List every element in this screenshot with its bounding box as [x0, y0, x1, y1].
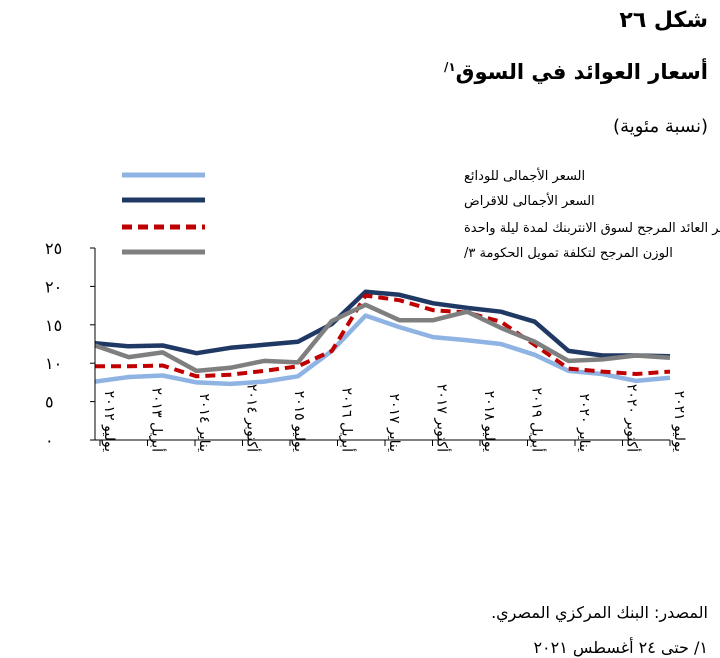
plot-lines: [94, 289, 671, 387]
x-tick-label: أكتوبر ٢٠١٧: [434, 384, 452, 452]
chart-title: أسعار العوائد في السوق١/: [444, 60, 708, 84]
series-line-4: [94, 302, 671, 374]
figure-number: شكل ٢٦: [619, 8, 708, 33]
x-tick-label: أبريل ٢٠١٩: [529, 387, 547, 452]
legend-label-2: السعر الأجمالى للاقراض: [464, 192, 595, 209]
series-line-1: [94, 313, 671, 387]
y-tick-label: ٥: [45, 393, 54, 412]
y-tick-label: ١٠: [45, 354, 62, 373]
footnote: ١/ حتى ٢٤ أغسطس ٢٠٢١: [533, 638, 708, 657]
legend-label-3: سعر العائد المرجح لسوق الانتربنك لمدة لي…: [464, 221, 720, 236]
x-tick-label: يناير ٢٠١٤: [196, 393, 212, 452]
legend-label-4: الوزن المرجح لتكلفة تمويل الحكومة ٣/: [464, 246, 673, 261]
x-tick-label: أبريل ٢٠١٦: [339, 387, 357, 452]
chart-title-text: أسعار العوائد في السوق: [455, 60, 708, 84]
y-tick-label: ١٥: [45, 316, 62, 335]
axes: ٠ ٥ ١٠ ١٥ ٢٠ ٢٥ يوليو ٢٠١٢ أبريل ٢٠١٣ يناير ٢٠١٤…: [45, 239, 687, 452]
y-tick-label: ٠: [45, 431, 54, 450]
series-line-3: [95, 293, 671, 379]
x-tick-label: أكتوبر ٢٠١٤: [244, 384, 262, 452]
x-tick-label: يناير ٢٠١٧: [386, 393, 402, 452]
x-tick-label: يوليو ٢٠١٥: [291, 391, 307, 452]
y-tick-label: ٢٠: [45, 277, 62, 296]
x-tick-label: أبريل ٢٠١٣: [149, 387, 167, 452]
x-tick-label: يوليو ٢٠٢١: [671, 391, 687, 452]
series-line-2: [94, 289, 671, 359]
title-footnote-mark: ١/: [443, 60, 456, 74]
x-tick-label: أكتوبر ٢٠٢٠: [624, 384, 642, 452]
x-tick-label: يناير ٢٠٢٠: [576, 393, 592, 452]
x-tick-label: يوليو ٢٠١٢: [101, 391, 117, 452]
chart-unit: (نسبة مئوية): [613, 116, 708, 137]
y-tick-label: ٢٥: [45, 239, 62, 258]
legend-label-1: السعر الأجمالى للودائع: [464, 167, 585, 184]
source-note: المصدر: البنك المركزي المصري.: [491, 603, 708, 622]
legend: السعر الأجمالى للودائع السعر الأجمالى للا…: [122, 167, 720, 261]
x-tick-label: يوليو ٢٠١٨: [481, 391, 497, 452]
